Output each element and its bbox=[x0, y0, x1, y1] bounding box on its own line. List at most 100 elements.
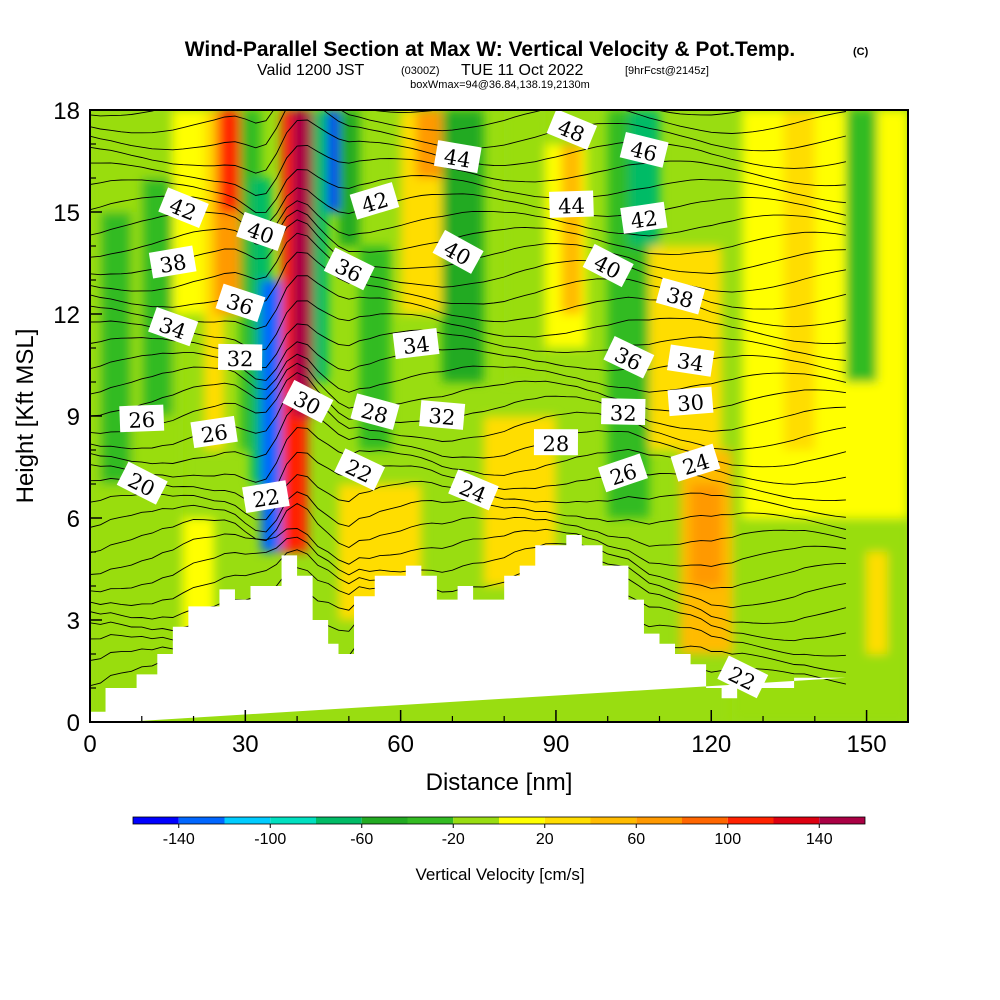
w-cell-13 bbox=[312, 110, 329, 382]
colorbar-swatch bbox=[270, 817, 316, 824]
theta-contour-line bbox=[90, 362, 846, 417]
theta-label-box bbox=[549, 190, 594, 218]
x-tick-label: 90 bbox=[543, 731, 570, 758]
y-tick-label: 18 bbox=[53, 98, 80, 125]
chart-subtitle-utc: (0300Z) bbox=[401, 65, 440, 77]
colorbar-swatch bbox=[819, 817, 865, 824]
theta-contour-line bbox=[90, 232, 846, 293]
colorbar-tick-label: -140 bbox=[163, 831, 195, 848]
w-cell-12 bbox=[291, 110, 313, 416]
terrain-mask bbox=[90, 535, 846, 722]
colorbar-swatch bbox=[407, 817, 454, 824]
theta-label-box bbox=[432, 229, 484, 274]
colorbar-tick-label: 100 bbox=[714, 831, 741, 848]
theta-contour-line bbox=[90, 427, 846, 485]
theta-label-box bbox=[603, 336, 655, 379]
w-cell-29 bbox=[690, 484, 722, 586]
colorbar-swatch bbox=[178, 817, 225, 824]
y-tick-label: 15 bbox=[53, 200, 80, 227]
w-cell-15 bbox=[338, 110, 360, 246]
theta-contour-label: 32 bbox=[217, 343, 263, 371]
theta-label-box bbox=[148, 307, 199, 347]
theta-contour-label: 48 bbox=[546, 110, 598, 150]
theta-contour-label: 32 bbox=[601, 398, 646, 426]
theta-contour-line bbox=[90, 300, 846, 352]
w-cell-24 bbox=[561, 144, 582, 314]
theta-contour-label: 40 bbox=[236, 211, 287, 252]
colorbar-swatch bbox=[590, 817, 637, 824]
theta-label-text: 32 bbox=[428, 404, 457, 430]
theta-contour-label: 26 bbox=[190, 415, 238, 449]
x-axis-title: Distance [nm] bbox=[426, 769, 573, 796]
colorbar: -140 -100 -60 -20 20 60 100 140 bbox=[132, 816, 866, 848]
theta-label-box bbox=[158, 187, 209, 228]
colorbar-frame bbox=[132, 816, 866, 825]
theta-label-box bbox=[448, 469, 499, 511]
theta-contour-label: 38 bbox=[655, 277, 706, 315]
theta-contour-line bbox=[90, 187, 846, 226]
theta-contour-line bbox=[90, 200, 847, 237]
theta-contour-line bbox=[90, 528, 846, 575]
theta-contour-label: 44 bbox=[433, 140, 482, 174]
theta-contour-label: 46 bbox=[619, 131, 669, 168]
colorbar-swatch bbox=[224, 817, 271, 824]
theta-label-box bbox=[582, 243, 634, 288]
theta-label-box bbox=[215, 283, 266, 323]
copyright-mark: (C) bbox=[853, 46, 869, 58]
x-tick-label: 60 bbox=[387, 731, 414, 758]
theta-contour-label: 42 bbox=[158, 187, 209, 228]
x-tick-label: 120 bbox=[691, 731, 731, 758]
theta-label-box bbox=[597, 453, 648, 493]
theta-contour-label: 32 bbox=[419, 400, 466, 430]
theta-label-text: 22 bbox=[251, 485, 281, 513]
theta-contour-label: 26 bbox=[119, 404, 165, 433]
colorbar-swatch bbox=[133, 817, 179, 824]
colorbar-swatch bbox=[682, 817, 728, 824]
theta-label-text: 28 bbox=[543, 432, 570, 456]
theta-label-box bbox=[350, 393, 400, 430]
theta-contour-line bbox=[90, 110, 846, 134]
y-tick-label: 12 bbox=[53, 302, 80, 329]
chart-subtitle-fcst: [9hrFcst@2145z] bbox=[625, 65, 709, 77]
colorbar-swatch bbox=[636, 817, 682, 824]
theta-label-box bbox=[148, 245, 197, 279]
theta-contour-line bbox=[90, 144, 846, 196]
theta-contour-label: 38 bbox=[148, 245, 197, 279]
theta-contour-line bbox=[90, 209, 846, 258]
theta-contour-label: 34 bbox=[667, 344, 715, 377]
colorbar-swatch bbox=[361, 817, 408, 824]
colorbar-swatch bbox=[727, 817, 774, 824]
theta-contour-label: 28 bbox=[350, 393, 400, 430]
theta-label-text: 34 bbox=[675, 349, 705, 377]
theta-label-box bbox=[190, 415, 238, 449]
theta-label-text: 34 bbox=[402, 332, 431, 359]
theta-label-box bbox=[334, 448, 386, 491]
colorbar-swatch bbox=[453, 817, 499, 824]
theta-label-box bbox=[242, 480, 290, 514]
y-axis: 0 3 6 9 12 15 18 bbox=[53, 98, 102, 737]
theta-contour-line bbox=[90, 403, 847, 468]
colorbar-tick-label: 20 bbox=[536, 831, 554, 848]
y-tick-label: 3 bbox=[67, 608, 80, 635]
theta-contour-label: 28 bbox=[533, 429, 578, 456]
theta-label-box bbox=[717, 655, 769, 699]
theta-label-box bbox=[392, 328, 440, 360]
theta-label-box bbox=[282, 379, 334, 424]
colorbar-tick-label: -20 bbox=[442, 831, 465, 848]
theta-label-text: 26 bbox=[128, 408, 156, 433]
y-tick-label: 6 bbox=[67, 506, 80, 533]
theta-label-box bbox=[236, 211, 287, 252]
theta-label-box bbox=[119, 404, 165, 433]
theta-label-box bbox=[655, 277, 706, 315]
w-cell-14 bbox=[328, 110, 339, 212]
theta-contour-line bbox=[90, 169, 846, 213]
theta-contour-line bbox=[90, 536, 846, 593]
theta-label-text: 38 bbox=[158, 250, 188, 278]
w-cell-7 bbox=[219, 110, 241, 212]
y-axis-title: Height [Kft MSL] bbox=[12, 329, 39, 504]
w-cell-33 bbox=[845, 110, 877, 382]
theta-contour-label: 24 bbox=[670, 443, 721, 482]
theta-label-box bbox=[217, 343, 263, 371]
